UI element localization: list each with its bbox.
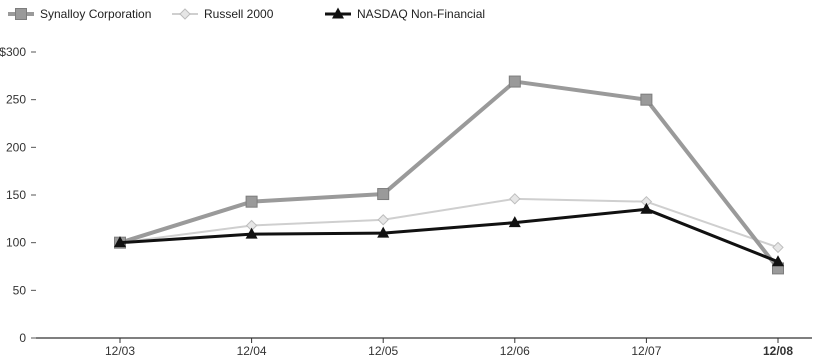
series-line	[119, 79, 780, 270]
legend-label: NASDAQ Non-Financial	[357, 7, 485, 21]
y-tick-label: 150	[6, 188, 26, 202]
legend-marker	[179, 8, 191, 20]
x-tick-label: 12/03	[105, 344, 135, 358]
data-point	[245, 195, 258, 208]
series-1	[114, 193, 784, 254]
series-line	[119, 207, 779, 264]
x-tick-label: 12/07	[631, 344, 661, 358]
data-point	[772, 255, 784, 267]
legend: Synalloy Corporation Russell 2000 NASDAQ N…	[8, 7, 485, 21]
series-layer	[114, 75, 784, 275]
legend-item: NASDAQ Non-Financial	[325, 7, 485, 21]
series-line	[119, 197, 779, 249]
data-point	[114, 236, 126, 248]
y-axis: $300 250 200 150 100 50 0	[0, 45, 36, 345]
y-tick-label: 250	[6, 93, 26, 107]
legend-label: Russell 2000	[204, 7, 274, 21]
data-point	[772, 241, 784, 254]
series-0	[114, 75, 784, 275]
data-point	[377, 214, 389, 226]
y-tick-label: 50	[13, 283, 27, 297]
data-point	[377, 226, 390, 238]
data-point	[508, 75, 521, 88]
x-tick-label: 12/04	[237, 344, 267, 358]
legend-marker	[15, 8, 27, 20]
data-point	[508, 216, 521, 228]
data-point	[509, 193, 521, 205]
series-2	[114, 202, 784, 267]
y-tick-label: 0	[19, 331, 26, 345]
legend-label: Synalloy Corporation	[40, 7, 151, 21]
data-point	[377, 188, 390, 201]
data-point	[245, 227, 258, 239]
y-tick-label: $300	[0, 45, 26, 59]
y-tick-label: 200	[6, 140, 26, 154]
legend-item: Russell 2000	[172, 7, 274, 21]
x-tick-label: 12/08	[763, 344, 793, 358]
x-axis: 12/03 12/04 12/05 12/06 12/07 12/08	[36, 337, 812, 358]
x-tick-label: 12/05	[368, 344, 398, 358]
data-point	[640, 93, 653, 106]
y-tick-label: 100	[6, 236, 26, 250]
x-tick-label: 12/06	[500, 344, 530, 358]
data-point	[640, 202, 653, 214]
legend-marker	[332, 7, 344, 19]
legend-item: Synalloy Corporation	[8, 7, 151, 21]
